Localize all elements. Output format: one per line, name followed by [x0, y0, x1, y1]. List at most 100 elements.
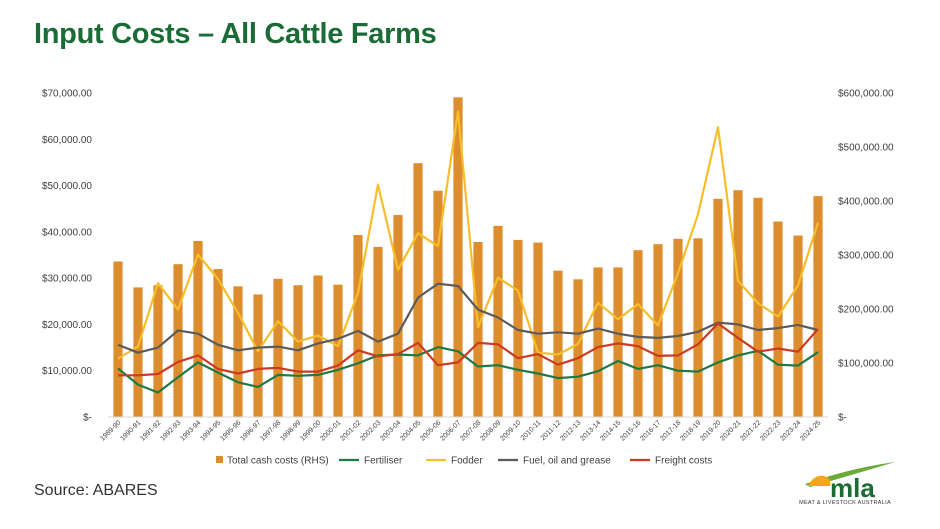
x-tick-label: 2022-23 [759, 419, 782, 442]
x-tick-label: 1992-93 [159, 419, 182, 442]
bar-total-cash-costs [593, 267, 603, 417]
x-tick-label: 1999-00 [299, 419, 322, 442]
left-tick-label: $60,000.00 [42, 135, 92, 146]
bar-total-cash-costs [773, 221, 783, 417]
legend-label-fuel-oil-and-grease: Fuel, oil and grease [523, 456, 611, 467]
left-tick-label: $20,000.00 [42, 320, 92, 331]
bar-total-cash-costs [793, 235, 803, 417]
bar-total-cash-costs [493, 225, 503, 417]
x-tick-label: 2008-09 [479, 419, 502, 442]
x-tick-label: 2021-22 [739, 419, 762, 442]
bar-total-cash-costs [693, 238, 703, 417]
mla-logo: mla [805, 462, 895, 503]
series-line-fertiliser [117, 346, 819, 394]
bar-total-cash-costs [213, 269, 223, 417]
lines-layer [117, 110, 820, 394]
bar-total-cash-costs [673, 238, 683, 417]
bar-total-cash-costs [413, 163, 423, 417]
bar-total-cash-costs [733, 190, 743, 417]
bars-layer [108, 97, 828, 418]
x-tick-label: 2007-08 [459, 419, 482, 442]
legend-label-fodder: Fodder [451, 456, 483, 467]
legend: Total cash costs (RHS) Fertiliser Fodder Fu… [216, 456, 712, 467]
bar-total-cash-costs [113, 261, 123, 417]
bar-total-cash-costs [713, 198, 723, 417]
x-tick-label: 1989-90 [99, 419, 122, 442]
bar-total-cash-costs [313, 275, 323, 417]
x-tick-label: 2019-20 [699, 419, 722, 442]
series-line-fodder [117, 110, 820, 360]
bar-total-cash-costs [233, 286, 243, 417]
left-tick-label: $70,000.00 [42, 89, 92, 100]
x-tick-label: 2020-21 [719, 419, 742, 442]
bar-total-cash-costs [373, 246, 383, 417]
x-tick-label: 2016-17 [639, 419, 662, 442]
left-tick-label: $10,000.00 [42, 366, 92, 377]
x-tick-label: 2013-14 [579, 419, 602, 442]
legend-label-fertiliser: Fertiliser [364, 456, 403, 467]
bar-total-cash-costs [533, 242, 543, 417]
x-tick-label: 1990-91 [119, 419, 142, 442]
bar-total-cash-costs [613, 267, 623, 417]
cattle-input-costs-chart: $- $10,000.00 $20,000.00 $30,000.00 $40,000.… [42, 89, 894, 467]
x-tick-label: 2001-02 [339, 419, 362, 442]
right-tick-label: $- [838, 413, 847, 424]
x-tick-label: 1994-95 [199, 419, 222, 442]
bar-total-cash-costs [273, 278, 283, 417]
page-title: Input Costs – All Cattle Farms [34, 18, 437, 50]
bar-total-cash-costs [573, 279, 583, 417]
bar-total-cash-costs [513, 239, 523, 417]
x-tick-label: 1993-94 [179, 419, 202, 442]
x-tick-label: 1995-96 [219, 419, 242, 442]
legend-label-freight-costs: Freight costs [655, 456, 712, 467]
legend-swatch-total-cash-costs-rhs [216, 456, 223, 463]
bar-total-cash-costs [353, 235, 363, 417]
source-note: Source: ABARES [34, 482, 158, 499]
right-tick-label: $300,000.00 [838, 251, 894, 262]
bar-total-cash-costs [393, 215, 403, 417]
bar-total-cash-costs [453, 97, 463, 417]
left-tick-label: $50,000.00 [42, 181, 92, 192]
legend-label-total-cash-costs-rhs: Total cash costs (RHS) [227, 456, 329, 467]
x-tick-label: 2010-11 [520, 419, 543, 442]
bar-total-cash-costs [253, 294, 263, 417]
left-tick-label: $30,000.00 [42, 274, 92, 285]
bar-total-cash-costs [633, 250, 643, 417]
x-tick-label: 1998-99 [279, 419, 302, 442]
x-tick-label: 1991-92 [139, 419, 162, 442]
right-tick-label: $500,000.00 [838, 143, 894, 154]
bar-total-cash-costs [473, 242, 483, 417]
x-tick-label: 2012-13 [559, 419, 582, 442]
logo-sun-icon [808, 475, 831, 486]
x-tick-label: 2018-19 [679, 419, 702, 442]
x-tick-label: 2000-01 [319, 419, 342, 442]
bar-total-cash-costs [193, 240, 203, 417]
logo-tagline: MEAT & LIVESTOCK AUSTRALIA [799, 500, 891, 506]
x-tick-label: 2015-16 [619, 419, 642, 442]
x-tick-label: 2005-06 [419, 419, 442, 442]
x-tick-label: 2023-24 [779, 419, 802, 442]
x-tick-label: 2009-10 [499, 419, 522, 442]
bar-total-cash-costs [153, 285, 163, 417]
x-tick-label: 1996-97 [239, 419, 262, 442]
x-tick-label: 2024-25 [799, 419, 822, 442]
x-tick-label: 2017-18 [659, 419, 682, 442]
x-tick-label: 2014-15 [599, 419, 622, 442]
bar-total-cash-costs [173, 264, 183, 417]
x-tick-label: 2006-07 [439, 419, 462, 442]
left-axis: $- $10,000.00 $20,000.00 $30,000.00 $40,000.… [42, 89, 92, 424]
x-tick-label: 2004-05 [399, 419, 422, 442]
bar-total-cash-costs [433, 190, 443, 417]
x-tick-label: 2003-04 [379, 419, 402, 442]
right-axis: $- $100,000.00 $200,000.00 $300,000.00 $400,… [838, 89, 894, 424]
right-tick-label: $200,000.00 [838, 305, 894, 316]
x-tick-label: 2002-03 [359, 419, 382, 442]
bar-total-cash-costs [813, 196, 823, 417]
x-tick-label: 1997-98 [259, 419, 282, 442]
left-tick-label: $- [83, 413, 92, 424]
bar-total-cash-costs [653, 244, 663, 417]
series-line-fuel-oil-and-grease [117, 282, 819, 354]
left-tick-label: $40,000.00 [42, 227, 92, 238]
right-tick-label: $100,000.00 [838, 359, 894, 370]
bar-total-cash-costs [333, 284, 343, 417]
